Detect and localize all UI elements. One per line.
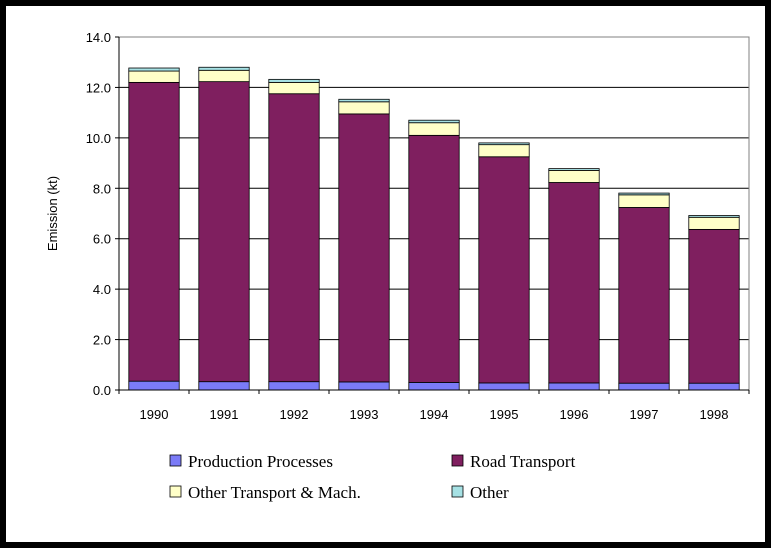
y-tick-label: 6.0: [93, 232, 111, 247]
bar-segment-production-processes: [408, 382, 460, 391]
bar-segment-other: [618, 192, 670, 196]
y-tick-label: 0.0: [93, 383, 111, 398]
bar-segment-other: [198, 66, 250, 71]
bars: [128, 66, 740, 391]
y-tick-labels: 0.0 2.0 4.0 6.0 8.0 10.0 12.0 14.0: [86, 30, 119, 398]
bar-segment-other-transport-mach-: [618, 194, 670, 208]
bar-segment-road-transport: [688, 228, 740, 384]
bar-segment-production-processes: [198, 381, 250, 391]
bar-segment-other-transport-mach-: [688, 216, 740, 230]
x-tick-label: 1996: [560, 407, 589, 422]
bar-segment-other-transport-mach-: [338, 101, 390, 115]
x-tick-label: 1998: [700, 407, 729, 422]
bar-segment-road-transport: [618, 207, 670, 384]
y-tick-label: 12.0: [86, 80, 111, 95]
bar-segment-production-processes: [268, 381, 320, 391]
bar-segment-road-transport: [338, 113, 390, 383]
bar-segment-other: [128, 67, 180, 72]
bar-segment-road-transport: [198, 81, 250, 383]
y-tick-label: 2.0: [93, 333, 111, 348]
legend-label: Production Processes: [188, 452, 333, 471]
x-tick-label: 1994: [420, 407, 449, 422]
bar-segment-road-transport: [548, 182, 600, 384]
legend: Production Processes Road Transport Other …: [169, 452, 576, 502]
x-tick-label: 1991: [210, 407, 239, 422]
bar-segment-road-transport: [128, 81, 180, 382]
bar-segment-other-transport-mach-: [198, 69, 250, 83]
bar-segment-production-processes: [478, 382, 530, 391]
bar-segment-other-transport-mach-: [268, 81, 320, 95]
x-tick-label: 1990: [140, 407, 169, 422]
bar-segment-production-processes: [688, 382, 740, 391]
chart-frame: 0.0 2.0 4.0 6.0 8.0 10.0 12.0 14.0 1990 1991 1992…: [6, 6, 765, 542]
bar-segment-road-transport: [478, 156, 530, 384]
y-tick-label: 14.0: [86, 30, 111, 45]
x-tick-label: 1995: [490, 407, 519, 422]
bar-segment-production-processes: [618, 382, 670, 391]
y-axis-label: Emission (kt): [45, 176, 60, 251]
x-tick-label: 1993: [350, 407, 379, 422]
y-tick-label: 10.0: [86, 131, 111, 146]
legend-swatch: [451, 454, 464, 467]
bar-segment-other-transport-mach-: [128, 70, 180, 83]
bar-segment-other: [688, 215, 740, 218]
bar-segment-other: [268, 78, 320, 83]
stacked-bar-chart: 0.0 2.0 4.0 6.0 8.0 10.0 12.0 14.0 1990 1991 1992…: [45, 30, 750, 502]
y-tick-label: 4.0: [93, 282, 111, 297]
legend-label: Other Transport & Mach.: [188, 483, 361, 502]
x-tick-label: 1992: [280, 407, 309, 422]
legend-swatch: [169, 454, 182, 467]
bar-segment-other: [548, 168, 600, 171]
legend-swatch: [451, 485, 464, 498]
legend-label: Other: [470, 483, 509, 502]
legend-swatch: [169, 485, 182, 498]
bar-segment-other: [408, 119, 460, 124]
bar-segment-other-transport-mach-: [548, 169, 600, 183]
bar-segment-road-transport: [408, 134, 460, 383]
x-tick-labels: 1990 1991 1992 1993 1994 1995 1996 1997 1998: [118, 390, 750, 422]
bar-segment-other-transport-mach-: [408, 122, 460, 136]
bar-segment-other: [338, 98, 390, 103]
bar-segment-road-transport: [268, 93, 320, 383]
bar-segment-production-processes: [548, 382, 600, 391]
bar-segment-production-processes: [128, 380, 180, 391]
bar-segment-other: [478, 142, 530, 146]
bar-segment-other-transport-mach-: [478, 144, 530, 158]
x-tick-label: 1997: [630, 407, 659, 422]
legend-label: Road Transport: [470, 452, 576, 471]
bar-segment-production-processes: [338, 381, 390, 391]
y-tick-label: 8.0: [93, 181, 111, 196]
